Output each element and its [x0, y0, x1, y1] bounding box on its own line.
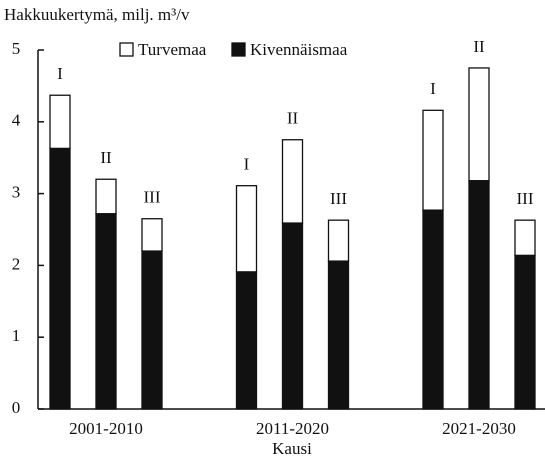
y-tick-label: 1 — [12, 326, 21, 345]
bar-label: I — [57, 64, 63, 83]
bar-segment — [468, 180, 490, 410]
legend-swatch — [231, 42, 246, 57]
bar-label: I — [244, 155, 250, 174]
y-tick-label: 3 — [12, 183, 21, 202]
bar-label: III — [144, 188, 161, 207]
bar-label: I — [430, 79, 436, 98]
bar-segment — [235, 185, 258, 273]
bar-segment — [327, 219, 350, 262]
bar-segment — [422, 109, 444, 211]
group-label: 2001-2010 — [69, 419, 143, 438]
bar-segment — [235, 271, 258, 410]
y-tick-label: 4 — [12, 111, 21, 130]
legend-label: Kivennäismaa — [250, 40, 348, 59]
bar-segment — [327, 260, 350, 410]
group-label: 2011-2020 — [256, 419, 329, 438]
x-axis-label: Kausi — [272, 439, 312, 458]
bar-segment — [514, 219, 536, 256]
y-tick-label: 2 — [12, 254, 21, 273]
bar-label: II — [287, 109, 299, 128]
y-tick-label: 5 — [12, 39, 21, 58]
bar-segment — [95, 178, 117, 215]
legend-label: Turvemaa — [138, 40, 207, 59]
y-axis-label: Hakkuukertymä, milj. m³/v — [4, 5, 190, 24]
legend-swatch — [119, 42, 134, 57]
group-label: 2021-2030 — [442, 419, 516, 438]
bar-segment — [49, 147, 71, 410]
bar-segment — [281, 222, 304, 410]
bar-segment — [141, 218, 163, 252]
bar-label: III — [330, 189, 347, 208]
bar-segment — [95, 213, 117, 410]
bar-label: III — [517, 189, 534, 208]
bar-segment — [141, 250, 163, 410]
bar-label: II — [473, 37, 485, 56]
bar-segment — [468, 67, 490, 182]
bar-segment — [514, 254, 536, 410]
bar-segment — [49, 94, 71, 150]
bar-segment — [422, 209, 444, 410]
bar-label: II — [100, 148, 112, 167]
bar-segment — [281, 139, 304, 224]
y-tick-label: 0 — [12, 398, 21, 417]
